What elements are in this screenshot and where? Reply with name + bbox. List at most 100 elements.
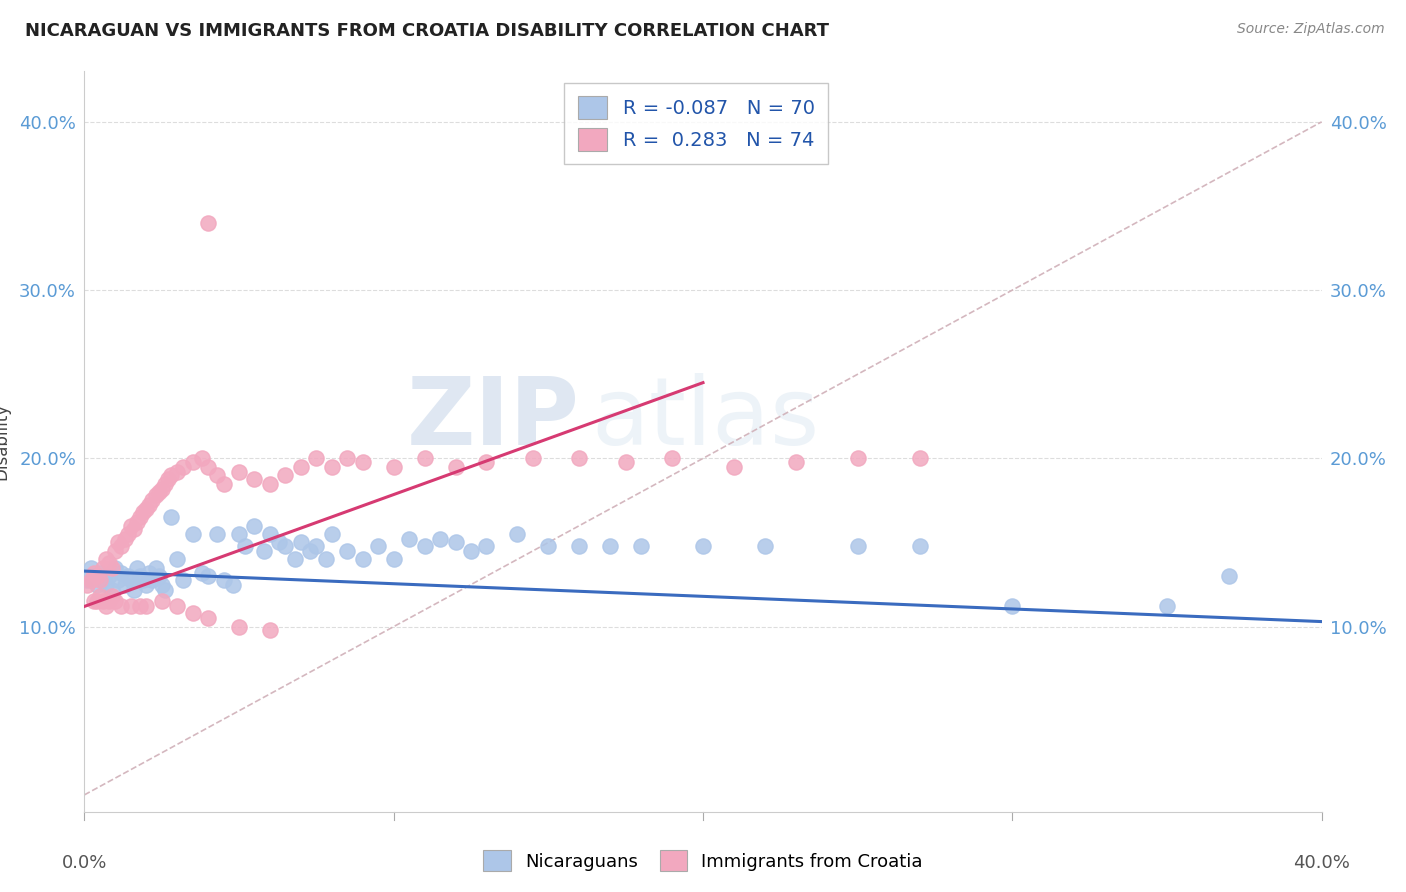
Point (228, 527, 250, 541)
Point (83, 569, 105, 583)
Point (135, 599, 157, 614)
Point (89, 566, 111, 580)
Point (98, 569, 121, 583)
Point (141, 493, 163, 508)
Point (122, 582, 145, 597)
Point (290, 535, 312, 549)
Point (382, 552, 405, 566)
Point (98, 556, 121, 570)
Point (114, 532, 136, 546)
Point (1218, 569, 1240, 583)
Point (233, 539, 256, 553)
Point (723, 459, 745, 474)
Point (160, 510, 183, 524)
Point (321, 527, 343, 541)
Point (150, 482, 173, 496)
Point (86, 577, 108, 591)
Point (153, 582, 176, 597)
Point (1156, 599, 1178, 614)
Point (79, 573, 101, 587)
Point (228, 619, 250, 633)
Point (117, 569, 139, 583)
Point (207, 527, 229, 541)
Point (138, 499, 160, 513)
Point (537, 539, 560, 553)
Point (91, 560, 114, 574)
Point (197, 611, 219, 625)
Point (120, 518, 142, 533)
Point (148, 569, 170, 583)
Point (166, 599, 188, 614)
Point (125, 560, 148, 574)
Point (191, 566, 214, 580)
Point (908, 539, 931, 553)
Point (107, 573, 129, 587)
Point (89, 573, 111, 587)
Point (138, 566, 160, 580)
Point (846, 539, 869, 553)
Point (117, 527, 139, 541)
Point (661, 451, 683, 466)
Point (197, 216, 219, 230)
Point (110, 539, 132, 553)
Point (290, 459, 312, 474)
Point (94, 552, 117, 566)
Point (76, 577, 98, 591)
Point (125, 516, 148, 530)
Point (614, 455, 637, 469)
Point (382, 459, 405, 474)
Point (129, 599, 152, 614)
Point (212, 476, 235, 491)
Point (83, 566, 105, 580)
Point (104, 560, 127, 574)
Point (129, 510, 152, 524)
Point (413, 539, 436, 553)
Text: atlas: atlas (592, 374, 820, 466)
Point (1001, 599, 1024, 614)
Point (83, 594, 105, 608)
Point (243, 518, 266, 533)
Point (129, 569, 152, 583)
Point (181, 527, 204, 541)
Point (166, 552, 188, 566)
Point (104, 544, 127, 558)
Point (284, 552, 307, 566)
Point (599, 539, 621, 553)
Point (114, 577, 136, 591)
Point (630, 539, 652, 553)
Point (110, 599, 132, 614)
Point (222, 577, 245, 591)
Point (212, 573, 235, 587)
Point (568, 539, 591, 553)
Point (321, 459, 343, 474)
Point (122, 522, 145, 536)
Point (274, 468, 297, 483)
Point (141, 573, 163, 587)
Point (135, 501, 157, 516)
Point (148, 485, 170, 500)
Point (153, 476, 176, 491)
Point (336, 451, 359, 466)
Point (352, 552, 374, 566)
Point (107, 535, 129, 549)
Point (150, 577, 173, 591)
Point (475, 455, 498, 469)
Point (135, 577, 157, 591)
Point (150, 594, 173, 608)
Point (506, 527, 529, 541)
Point (98, 594, 121, 608)
Text: Source: ZipAtlas.com: Source: ZipAtlas.com (1237, 22, 1385, 37)
Point (299, 544, 322, 558)
Point (568, 451, 591, 466)
Legend: Nicaraguans, Immigrants from Croatia: Nicaraguans, Immigrants from Croatia (477, 843, 929, 879)
Point (352, 455, 374, 469)
Point (269, 535, 291, 549)
Point (367, 539, 389, 553)
Point (444, 535, 467, 549)
Y-axis label: Disability: Disability (0, 403, 11, 480)
Point (398, 532, 420, 546)
Text: NICARAGUAN VS IMMIGRANTS FROM CROATIA DISABILITY CORRELATION CHART: NICARAGUAN VS IMMIGRANTS FROM CROATIA DI… (25, 22, 830, 40)
Point (91, 594, 114, 608)
Point (908, 451, 931, 466)
Point (172, 459, 194, 474)
